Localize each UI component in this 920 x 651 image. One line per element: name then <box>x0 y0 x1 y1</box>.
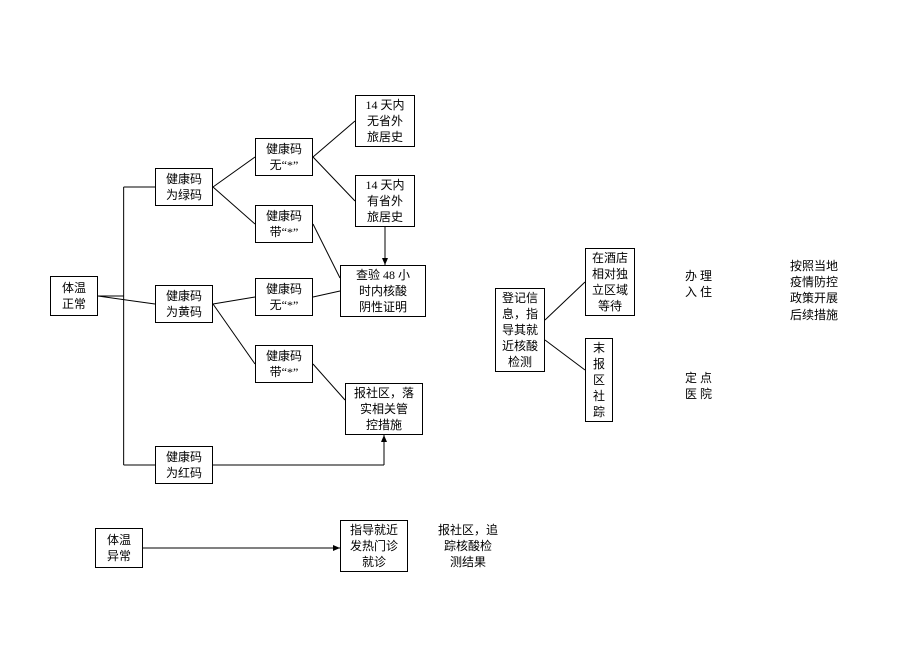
node-text: 在酒店 相对独 立区域 等待 <box>592 250 628 315</box>
node-text: 14 天内 有省外 旅居史 <box>365 177 404 226</box>
node-text: 末 报 区 社 踪 <box>593 340 605 421</box>
node-check-48h: 查验 48 小 时内核酸 阴性证明 <box>340 265 426 317</box>
label-followup: 按照当地 疫情防控 政策开展 后续措施 <box>790 258 838 323</box>
node-red-code: 健康码 为红码 <box>155 446 213 484</box>
node-track: 末 报 区 社 踪 <box>585 338 613 422</box>
node-has-travel: 14 天内 有省外 旅居史 <box>355 175 415 227</box>
node-text: 健康码 无“*” <box>266 281 302 313</box>
node-text: 指导就近 发热门诊 就诊 <box>350 522 398 571</box>
node-text: 健康码 为黄码 <box>166 288 202 320</box>
node-text: 健康码 带“*” <box>266 348 302 380</box>
node-text: 14 天内 无省外 旅居史 <box>365 97 404 146</box>
node-no-travel: 14 天内 无省外 旅居史 <box>355 95 415 147</box>
node-yellow-star: 健康码 带“*” <box>255 345 313 383</box>
node-text: 健康码 为绿码 <box>166 171 202 203</box>
node-temp-normal: 体温 正常 <box>50 276 98 316</box>
node-yellow-code: 健康码 为黄码 <box>155 285 213 323</box>
node-green-star: 健康码 带“*” <box>255 205 313 243</box>
node-text: 健康码 无“*” <box>266 141 302 173</box>
node-text: 健康码 带“*” <box>266 208 302 240</box>
node-text: 查验 48 小 时内核酸 阴性证明 <box>356 267 410 316</box>
node-temp-abnormal: 体温 异常 <box>95 528 143 568</box>
label-checkin: 办 理 入 住 <box>685 268 712 300</box>
label-track-result: 报社区，追 踪核酸检 测结果 <box>438 522 498 571</box>
node-text: 登记信 息，指 导其就 近核酸 检测 <box>502 290 538 371</box>
node-community: 报社区，落 实相关管 控措施 <box>345 383 423 435</box>
label-hospital: 定 点 医 院 <box>685 370 712 402</box>
node-yellow-nostar: 健康码 无“*” <box>255 278 313 316</box>
node-text: 体温 异常 <box>107 532 131 564</box>
node-text: 健康码 为红码 <box>166 449 202 481</box>
node-text: 体温 正常 <box>62 280 86 312</box>
node-green-code: 健康码 为绿码 <box>155 168 213 206</box>
node-hotel-wait: 在酒店 相对独 立区域 等待 <box>585 248 635 316</box>
node-text: 报社区，落 实相关管 控措施 <box>354 385 414 434</box>
node-green-nostar: 健康码 无“*” <box>255 138 313 176</box>
node-fever-clinic: 指导就近 发热门诊 就诊 <box>340 520 408 572</box>
node-register: 登记信 息，指 导其就 近核酸 检测 <box>495 288 545 372</box>
